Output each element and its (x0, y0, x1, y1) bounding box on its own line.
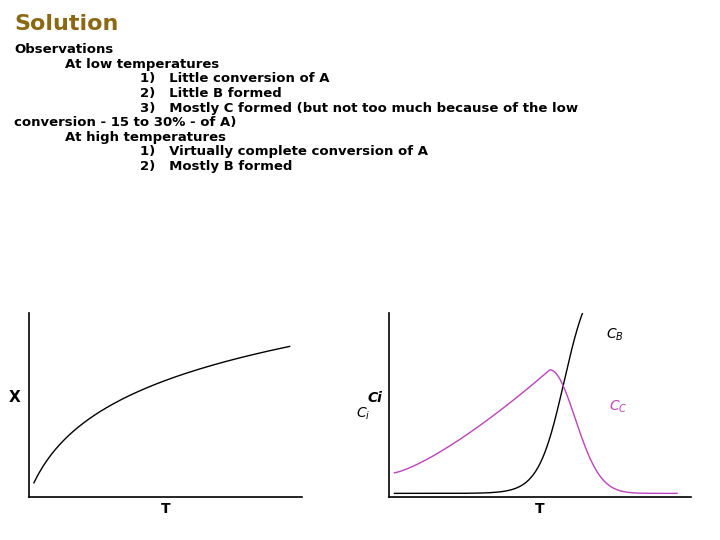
X-axis label: T: T (535, 502, 545, 516)
Text: 1)   Virtually complete conversion of A: 1) Virtually complete conversion of A (140, 145, 428, 158)
Text: 2)   Mostly B formed: 2) Mostly B formed (140, 160, 293, 173)
Text: At high temperatures: At high temperatures (65, 131, 226, 144)
Text: At low temperatures: At low temperatures (65, 58, 219, 71)
Text: $C_C$: $C_C$ (609, 399, 628, 415)
Text: conversion - 15 to 30% - of A): conversion - 15 to 30% - of A) (14, 116, 237, 129)
X-axis label: T: T (161, 502, 171, 516)
Text: 2)   Little B formed: 2) Little B formed (140, 87, 282, 100)
Text: Observations: Observations (14, 43, 114, 56)
Text: Solution: Solution (14, 14, 119, 33)
Y-axis label: Ci: Ci (367, 391, 382, 405)
Text: 1)   Little conversion of A: 1) Little conversion of A (140, 72, 330, 85)
Text: $C_B$: $C_B$ (606, 327, 624, 343)
Text: 3)   Mostly C formed (but not too much because of the low: 3) Mostly C formed (but not too much bec… (140, 102, 579, 114)
Text: $C_i$: $C_i$ (356, 406, 371, 422)
Y-axis label: X: X (9, 390, 21, 405)
